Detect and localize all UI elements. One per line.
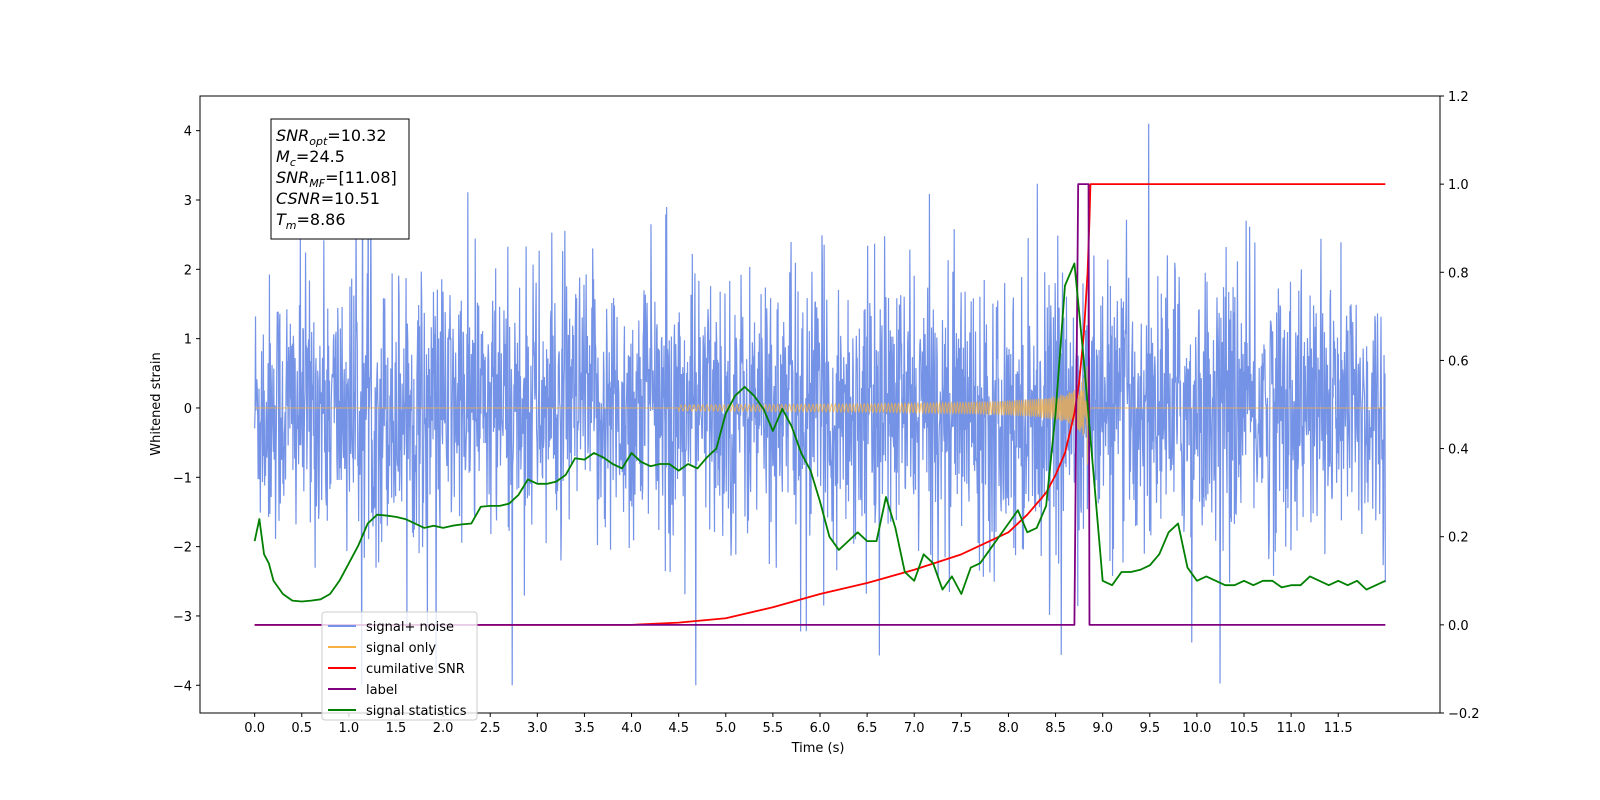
y-right-tick-label: 1.0: [1448, 178, 1469, 193]
x-tick-label: 2.0: [433, 721, 454, 736]
x-tick-label: 11.5: [1324, 721, 1353, 736]
x-tick-label: 4.0: [621, 721, 642, 736]
y-left-tick-label: −1: [173, 471, 192, 486]
x-tick-label: 11.0: [1277, 721, 1306, 736]
stats-annotation: SNRopt=10.32Mc=24.5SNRMF=[11.08]CSNR=10.…: [270, 118, 410, 240]
y-left-tick-label: 1: [184, 333, 192, 348]
x-tick-label: 9.0: [1092, 721, 1113, 736]
y-left-tick-label: 4: [184, 125, 192, 140]
signal-noise-series: [254, 123, 1386, 686]
annotation-line: CSNR=10.51: [276, 189, 380, 208]
annotation-line: SNRMF=[11.08]: [276, 168, 397, 190]
x-tick-label: 7.5: [951, 721, 972, 736]
x-tick-label: 9.5: [1139, 721, 1160, 736]
x-tick-label: 3.0: [527, 721, 548, 736]
x-tick-label: 3.5: [574, 721, 595, 736]
x-tick-label: 8.5: [1045, 721, 1066, 736]
y-right-tick-label: 0.2: [1448, 531, 1469, 546]
legend-label: cumilative SNR: [366, 662, 465, 677]
legend-label: label: [366, 683, 397, 698]
right-axis-series: [253, 183, 1386, 626]
y-left-tick-label: −4: [173, 679, 192, 694]
x-tick-label: 6.0: [810, 721, 831, 736]
x-tick-label: 7.0: [904, 721, 925, 736]
signal-only-series: [254, 366, 1386, 465]
x-tick-label: 4.5: [668, 721, 689, 736]
left-y-axis: 4 3 2 1 0 −1 −2 −3 −4: [173, 125, 200, 694]
x-tick-label: 0.0: [244, 721, 265, 736]
right-y-axis: 1.2 1.0 0.8 0.6 0.4 0.2 0.0 −0.2: [1440, 90, 1480, 722]
y-right-tick-label: 1.2: [1448, 90, 1469, 105]
x-tick-label: 5.5: [763, 721, 784, 736]
signal-noise-line: [254, 123, 1386, 686]
y-left-tick-label: −2: [173, 541, 192, 556]
legend-label: signal+ noise: [366, 620, 454, 635]
signal-only-line: [254, 366, 1386, 465]
x-tick-label: 2.5: [480, 721, 501, 736]
x-tick-label: 6.5: [857, 721, 878, 736]
x-tick-label: 8.0: [998, 721, 1019, 736]
legend: signal+ noise signal only cumilative SNR la…: [321, 611, 478, 721]
legend-label: signal only: [366, 641, 436, 656]
annotation-line: Tm=8.86: [276, 210, 346, 232]
y-left-tick-label: −3: [173, 610, 192, 625]
signal-statistics-line: [253, 262, 1386, 603]
x-tick-label: 10.0: [1182, 721, 1211, 736]
y-right-tick-label: 0.6: [1448, 354, 1469, 369]
y-left-tick-label: 2: [184, 263, 192, 278]
x-tick-label: 10.5: [1230, 721, 1259, 736]
x-tick-label: 5.0: [715, 721, 736, 736]
legend-label: signal statistics: [366, 704, 467, 719]
x-tick-label: 1.0: [339, 721, 360, 736]
x-axis: 0.0 0.5 1.0 1.5 2.0 2.5 3.0 3.5 4.0 4.5 5.0 5.5 6.0 6…: [244, 713, 1353, 736]
y-left-tick-label: 0: [184, 402, 192, 417]
x-axis-label: Time (s): [791, 741, 845, 756]
y-right-tick-label: 0.4: [1448, 443, 1469, 458]
annotation-line: Mc=24.5: [276, 147, 345, 169]
y-right-tick-label: −0.2: [1448, 707, 1480, 722]
y-right-tick-label: 0.0: [1448, 619, 1469, 634]
y-right-tick-label: 0.8: [1448, 266, 1469, 281]
label-line: [254, 183, 1386, 626]
cumilative-snr-line: [254, 183, 1386, 626]
y-left-tick-label: 3: [184, 194, 192, 209]
x-tick-label: 1.5: [386, 721, 407, 736]
annotation-line: SNRopt=10.32: [276, 126, 387, 148]
x-tick-label: 0.5: [291, 721, 312, 736]
y-axis-label: Whitened strain: [149, 352, 164, 455]
